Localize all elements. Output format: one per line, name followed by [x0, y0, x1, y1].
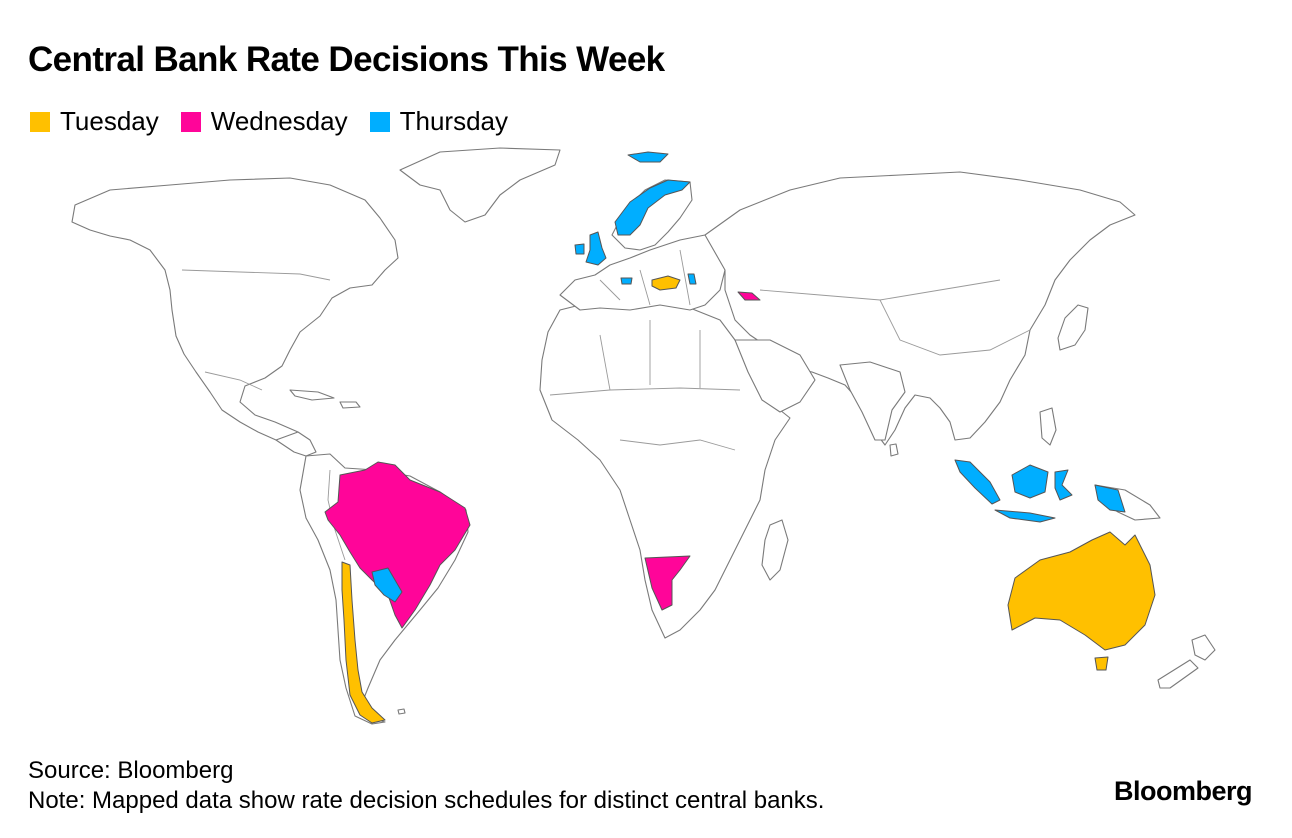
- border-africa-sahel: [549, 387, 741, 396]
- land-madagascar: [761, 519, 789, 581]
- region-tasmania: [1094, 656, 1109, 671]
- border-us-mexico: [204, 371, 263, 391]
- border-us-canada: [181, 269, 331, 281]
- region-iceland: [627, 151, 669, 163]
- region-switzerland: [620, 277, 633, 285]
- legend-item-thursday: Thursday: [369, 106, 508, 137]
- wednesday-regions: [324, 291, 761, 629]
- region-moldova: [687, 273, 697, 285]
- region-hungary: [651, 275, 681, 291]
- land-africa: [539, 299, 791, 639]
- land-sri-lanka: [889, 443, 899, 457]
- legend-label-thursday: Thursday: [399, 106, 508, 136]
- world-map: [71, 147, 1216, 725]
- legend-swatch-tuesday: [30, 111, 50, 132]
- note-text: Note: Mapped data show rate decision sch…: [28, 787, 825, 814]
- thursday-regions: [371, 151, 1126, 603]
- border-africa-central: [619, 439, 736, 451]
- land-falklands: [397, 708, 406, 715]
- land-greenland: [399, 147, 561, 223]
- legend-label-wednesday: Wednesday: [210, 106, 348, 136]
- region-indonesia-java: [994, 509, 1056, 523]
- region-indonesia-papua: [1094, 484, 1126, 513]
- border-europe: [599, 249, 691, 306]
- border-asia-china: [879, 299, 1031, 356]
- region-ireland: [574, 243, 585, 255]
- land-new-zealand-north: [1191, 634, 1216, 661]
- bloomberg-logo: Bloomberg: [1113, 776, 1253, 806]
- region-brazil: [324, 461, 471, 629]
- region-indonesia-borneo: [1011, 464, 1049, 499]
- region-indonesia-sulawesi: [1054, 469, 1073, 501]
- border-africa-north: [599, 320, 701, 391]
- region-uk: [585, 231, 607, 266]
- region-indonesia-sumatra: [954, 459, 1001, 505]
- land-central-america: [275, 431, 317, 457]
- land-philippines: [1039, 407, 1057, 446]
- land-cuba: [289, 389, 335, 401]
- land-north-america: [71, 177, 399, 447]
- land-japan: [1057, 304, 1089, 351]
- footer: Source: Bloomberg Note: Mapped data show…: [28, 756, 824, 816]
- region-georgia: [737, 291, 761, 301]
- region-namibia: [644, 555, 691, 611]
- legend: Tuesday Wednesday Thursday: [30, 106, 530, 137]
- legend-item-tuesday: Tuesday: [30, 106, 159, 137]
- region-paraguay: [371, 567, 403, 603]
- land-layer: [71, 147, 1216, 725]
- legend-swatch-wednesday: [180, 111, 201, 132]
- source-text: Source: Bloomberg: [28, 757, 234, 784]
- land-hispaniola: [339, 401, 361, 409]
- land-arabia: [734, 339, 816, 413]
- land-new-zealand-south: [1157, 659, 1199, 689]
- region-norway: [614, 179, 691, 236]
- region-chile: [341, 561, 386, 724]
- region-australia: [1007, 531, 1156, 651]
- land-india: [839, 361, 906, 441]
- legend-label-tuesday: Tuesday: [60, 106, 159, 136]
- tuesday-regions: [341, 275, 1156, 724]
- chart-title: Central Bank Rate Decisions This Week: [28, 40, 665, 79]
- legend-item-wednesday: Wednesday: [180, 106, 348, 137]
- legend-swatch-thursday: [369, 111, 390, 132]
